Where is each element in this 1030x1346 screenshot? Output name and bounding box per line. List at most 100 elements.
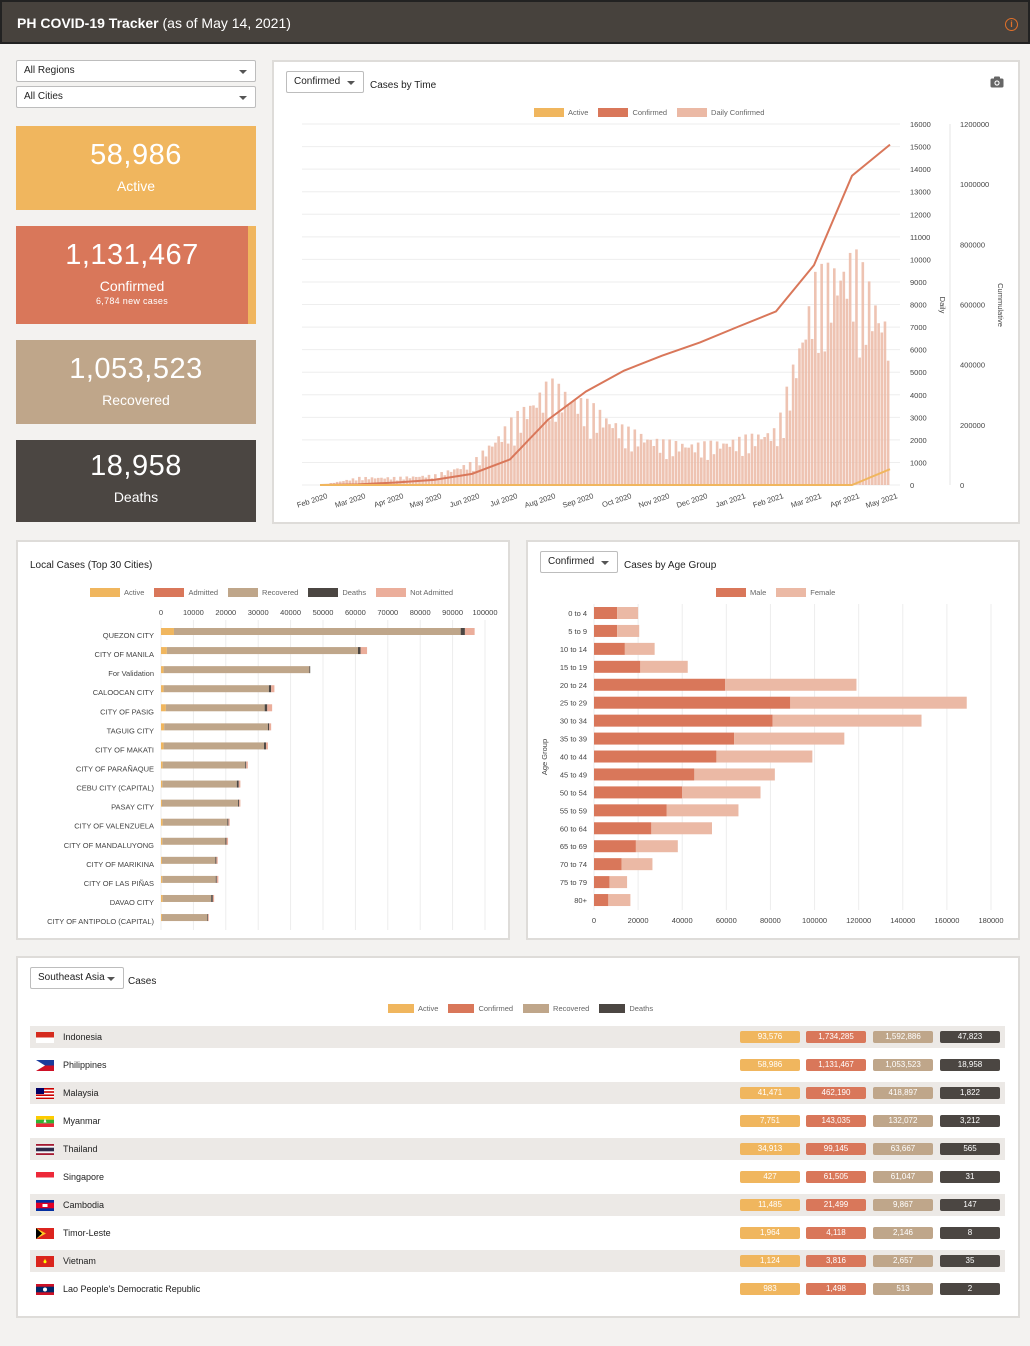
local-cases-chart[interactable]: 0 10000 20000 30000 40000 50000 60000 70000 8000… [18, 542, 508, 938]
city-bar-not-admitted [212, 894, 215, 902]
y-left-tick-label: 11000 [910, 233, 930, 242]
legend-active[interactable]: Active [90, 588, 144, 597]
x-tick-label: 50000 [313, 608, 334, 617]
daily-confirmed-bar [848, 252, 852, 485]
country-row[interactable]: Cambodia 11,485 21,499 9,867 147 [30, 1194, 1005, 1216]
daily-confirmed-bar [852, 321, 855, 485]
chevron-down-icon [347, 81, 355, 85]
recovered-stat-card[interactable]: 1,053,523 Recovered [16, 340, 256, 424]
legend-recovered[interactable]: Recovered [523, 1004, 589, 1013]
legend-deaths[interactable]: Deaths [308, 588, 366, 597]
confirmed-stat-card[interactable]: 1,131,467 Confirmed 6,784 new cases [16, 226, 256, 324]
daily-confirmed-bar [772, 428, 776, 485]
daily-confirmed-bar [475, 457, 478, 485]
legend-not-admitted[interactable]: Not Admitted [376, 588, 453, 597]
confirmed-pill: 3,816 [806, 1255, 866, 1267]
city-bar-active [161, 742, 164, 750]
daily-confirmed-bar [497, 436, 500, 485]
flag-vn-icon [36, 1256, 54, 1267]
legend-swatch [90, 588, 120, 597]
active-stat-card[interactable]: 58,986 Active [16, 126, 256, 210]
daily-confirmed-bar [437, 478, 440, 485]
country-row[interactable]: Thailand 34,913 99,145 63,667 565 [30, 1138, 1005, 1160]
deaths-stat-card[interactable]: 18,958 Deaths [16, 440, 256, 522]
daily-confirmed-bar [883, 321, 887, 485]
age-metric-select[interactable]: Confirmed [540, 551, 618, 573]
daily-confirmed-bar [605, 418, 608, 485]
city-bar-active [161, 685, 164, 693]
country-row[interactable]: Timor-Leste 1,964 4,118 2,146 8 [30, 1222, 1005, 1244]
city-bar-active [161, 761, 163, 769]
country-name: Vietnam [63, 1256, 96, 1266]
x-tick-label: 0 [592, 916, 596, 925]
cases-by-time-chart[interactable]: 1600015000140001300012000110001000090008… [274, 62, 1018, 522]
legend-deaths[interactable]: Deaths [599, 1004, 653, 1013]
legend-admitted[interactable]: Admitted [154, 588, 218, 597]
camera-icon[interactable] [990, 76, 1004, 88]
country-row[interactable]: Vietnam 1,124 3,816 2,657 35 [30, 1250, 1005, 1272]
y-left-tick-label: 16000 [910, 120, 931, 129]
legend-swatch [388, 1004, 414, 1013]
country-name: Malaysia [63, 1088, 99, 1098]
daily-confirmed-bar [706, 459, 709, 485]
legend-male[interactable]: Male [716, 588, 766, 597]
country-row[interactable]: Singapore 427 61,505 61,047 31 [30, 1166, 1005, 1188]
info-icon[interactable]: i [1005, 18, 1018, 31]
age-group-label: 65 to 69 [560, 842, 587, 851]
daily-confirmed-bar [709, 440, 713, 485]
daily-confirmed-bar [608, 424, 611, 485]
daily-confirmed-bar [345, 479, 348, 485]
country-row[interactable]: Malaysia 41,471 462,190 418,897 1,822 [30, 1082, 1005, 1104]
country-row[interactable]: Indonesia 93,576 1,734,285 1,592,886 47,823 [30, 1026, 1005, 1048]
city-bar-not-admitted [464, 628, 475, 635]
city-bar-deaths [267, 723, 270, 731]
country-row[interactable]: Philippines 58,986 1,131,467 1,053,523 18,95… [30, 1054, 1005, 1076]
daily-confirmed-bar [342, 481, 345, 485]
active-count: 58,986 [90, 139, 182, 171]
city-select[interactable]: All Cities [16, 86, 256, 108]
legend-female[interactable]: Female [776, 588, 835, 597]
app-title: PH COVID-19 Tracker (as of May 14, 2021) [17, 15, 291, 31]
region-select[interactable]: All Regions [16, 60, 256, 82]
city-bar-not-admitted [246, 761, 248, 769]
legend-recovered[interactable]: Recovered [228, 588, 298, 597]
daily-confirmed-bar [481, 450, 485, 485]
age-bar-male [594, 858, 622, 871]
daily-confirmed-bar [674, 441, 678, 485]
age-group-chart[interactable]: 0 20000 40000 60000 80000 100000 120000 140000 1… [528, 542, 1018, 938]
daily-confirmed-bar [529, 405, 532, 485]
daily-confirmed-bar [586, 398, 589, 485]
country-row[interactable]: Lao People's Democratic Republic 983 1,498… [30, 1278, 1005, 1300]
recovered-pill: 1,592,886 [873, 1031, 933, 1043]
x-tick-label: Jul 2020 [489, 491, 519, 508]
legend-confirmed[interactable]: Confirmed [598, 108, 667, 117]
daily-confirmed-bar [335, 481, 339, 485]
country-row[interactable]: Myanmar 7,751 143,035 132,072 3,212 [30, 1110, 1005, 1132]
city-label: CITY OF PASIG [100, 707, 154, 716]
daily-confirmed-bar [731, 439, 735, 485]
flag-mm-icon [36, 1116, 54, 1127]
city-bar-deaths [215, 875, 217, 883]
sea-region-select[interactable]: Southeast Asia [30, 967, 124, 989]
time-metric-select[interactable]: Confirmed [286, 71, 364, 93]
sea-region-value: Southeast Asia [38, 972, 105, 983]
y-left-tick-label: 5000 [910, 368, 927, 377]
y-left-tick-label: 3000 [910, 413, 927, 422]
x-tick-label: 40000 [672, 916, 693, 925]
age-bar-female [617, 607, 639, 619]
daily-confirmed-bar [867, 281, 871, 485]
legend-daily-confirmed[interactable]: Daily Confirmed [677, 108, 764, 117]
daily-confirmed-bar [766, 433, 770, 485]
legend-confirmed[interactable]: Confirmed [448, 1004, 513, 1013]
daily-confirmed-bar [769, 440, 773, 485]
y-axis-title: Age Group [540, 739, 549, 775]
y-left-tick-label: 1000 [910, 458, 927, 467]
legend-active[interactable]: Active [534, 108, 588, 117]
daily-confirmed-bar [377, 477, 380, 485]
deaths-pill: 8 [940, 1227, 1000, 1239]
daily-confirmed-bar [782, 438, 785, 485]
cities-chart-legend: Active Admitted Recovered Deaths Not Adm… [90, 588, 453, 597]
active-pill: 11,485 [740, 1199, 800, 1211]
city-bar-deaths [238, 799, 240, 807]
legend-active[interactable]: Active [388, 1004, 438, 1013]
